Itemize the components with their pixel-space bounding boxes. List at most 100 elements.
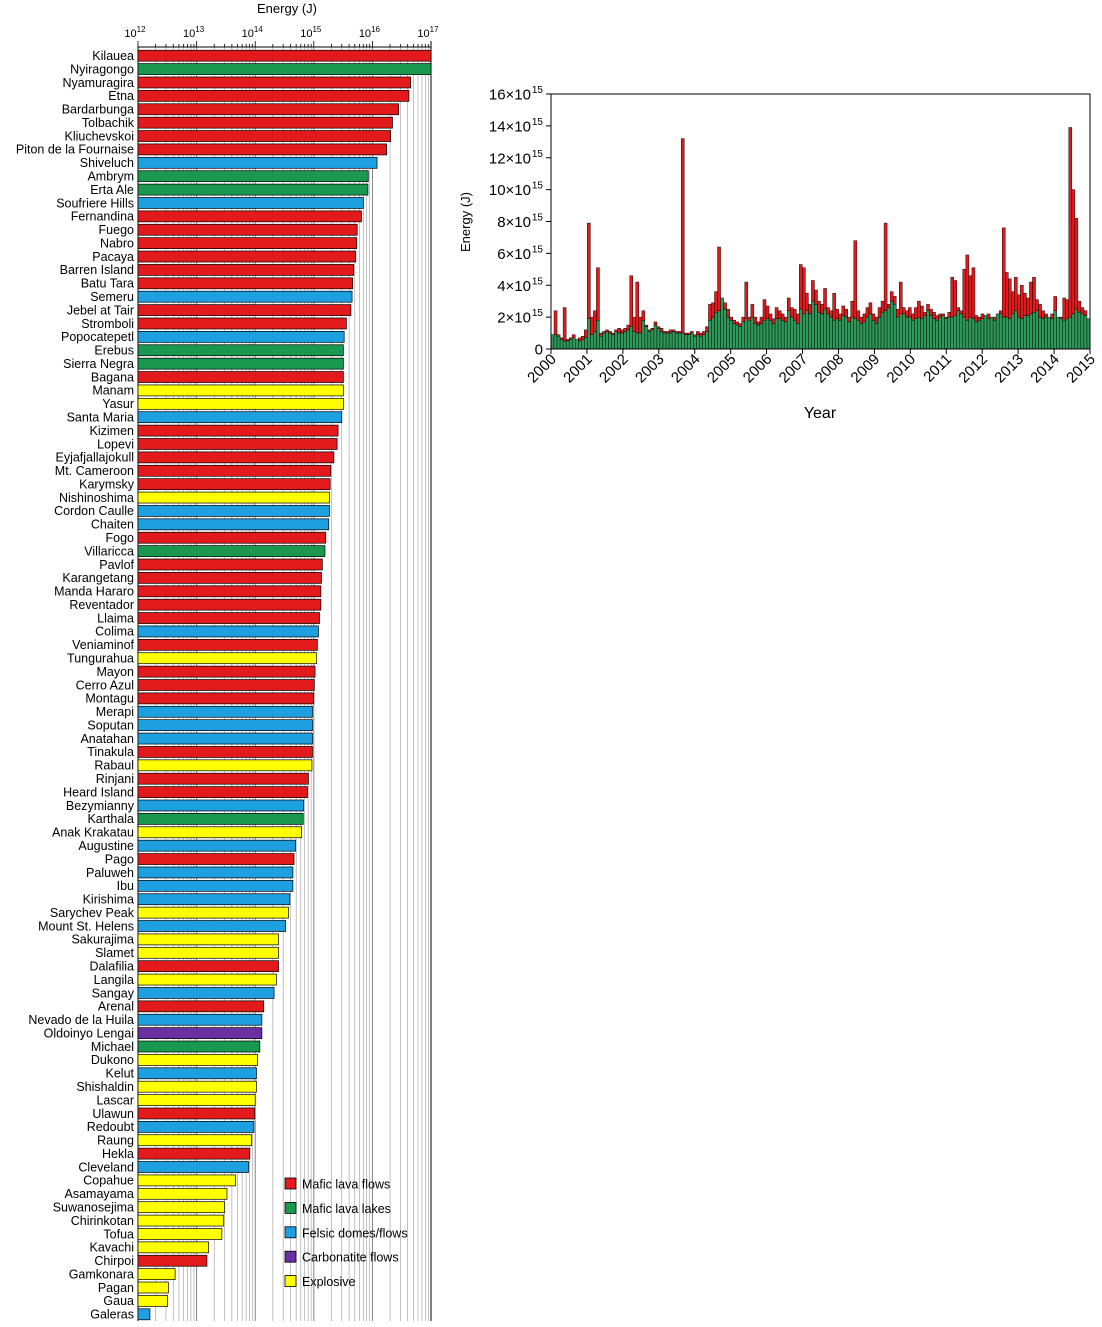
bar-top: [723, 302, 727, 310]
bar-anak-krakatau: [137, 826, 302, 839]
bar-kilauea: [137, 49, 432, 62]
bar-top: [932, 312, 936, 319]
bar-label: Michael: [91, 1040, 134, 1054]
y-tick-label: 16×10: [489, 87, 531, 104]
bar-label: Llaima: [97, 611, 134, 625]
x-tick-label: 2012: [955, 351, 991, 387]
bar-base: [1029, 313, 1033, 350]
bar-top: [808, 304, 812, 315]
bar-top: [599, 332, 603, 337]
bar-base: [1023, 315, 1027, 350]
bar-top: [1059, 316, 1063, 319]
bar-label: Anak Krakatau: [52, 826, 134, 840]
bar-label: Langila: [94, 973, 134, 987]
bar-top: [1080, 307, 1085, 315]
bar-label: Bardarbunga: [62, 103, 134, 117]
bar-label: Yasur: [102, 397, 134, 411]
bar-fernandina: [137, 210, 362, 223]
bar-label: Santa Maria: [67, 411, 134, 425]
bar-base: [599, 336, 603, 350]
bar-base: [1011, 313, 1015, 350]
x-tick-label: 2006: [740, 351, 776, 387]
bar-base: [629, 326, 633, 350]
bar-tungurahua: [137, 652, 318, 665]
bar-top: [841, 305, 845, 316]
bar-top: [677, 331, 682, 334]
bar-base: [665, 332, 670, 350]
bar-top: [835, 308, 839, 319]
bar-top: [820, 304, 824, 315]
y-tick-label: 6×10: [497, 246, 531, 263]
bar-base: [920, 318, 924, 350]
bar-top: [602, 331, 606, 334]
bar-top: [802, 267, 806, 315]
bar-base: [696, 334, 700, 350]
bar-santa-maria: [137, 411, 343, 424]
bar-base: [974, 321, 979, 350]
bar-base: [1080, 313, 1085, 350]
bar-base: [789, 316, 794, 350]
bar-top: [877, 307, 882, 318]
bar-top: [920, 305, 924, 319]
bar-base: [562, 340, 567, 350]
bar-base: [620, 332, 624, 350]
bar-top: [647, 329, 652, 332]
bar-base: [677, 332, 682, 350]
bar-soufriere-hills: [137, 197, 364, 209]
bar-base: [559, 339, 564, 350]
bar-top: [1032, 277, 1036, 313]
bar-base: [944, 318, 948, 350]
bar-label: Barren Island: [60, 263, 134, 277]
bar-base: [705, 331, 709, 350]
bar-top: [862, 313, 867, 323]
bar-base: [726, 316, 730, 350]
bar-augustine: [137, 839, 296, 852]
bar-label: Etna: [108, 89, 134, 103]
bar-base: [638, 332, 643, 350]
bar-paluweh: [137, 866, 294, 879]
bar-top: [559, 337, 564, 340]
bar-top: [1077, 300, 1082, 313]
bar-label: Kavachi: [90, 1241, 134, 1255]
bar-suwanosejima: [137, 1201, 225, 1214]
bar-top: [1029, 281, 1033, 315]
bar-base: [989, 316, 994, 350]
bar-top: [702, 331, 706, 335]
bar-top: [1020, 285, 1024, 319]
bar-cerro-azul: [137, 679, 315, 691]
bar-base: [835, 318, 839, 350]
bar-shiveluch: [137, 156, 378, 169]
bar-base: [635, 332, 640, 350]
bar-label: Chaiten: [91, 518, 134, 532]
bar-base: [690, 332, 694, 350]
bar-top: [926, 304, 930, 311]
x-tick-label: 2008: [812, 351, 848, 387]
bar-base: [759, 323, 764, 350]
bar-kliuchevskoi: [137, 130, 392, 142]
bar-base: [714, 312, 718, 350]
bar-label: Kirishima: [83, 893, 134, 907]
bar-top: [1071, 189, 1076, 315]
bar-top: [1074, 218, 1079, 310]
bar-base: [565, 340, 570, 350]
bar-label: Nyiragongo: [70, 62, 134, 76]
bar-base: [956, 310, 961, 350]
bar-base: [1071, 313, 1076, 350]
bar-label: Mayon: [96, 665, 134, 679]
bar-base: [717, 310, 721, 350]
bar-top: [1008, 278, 1012, 319]
bar-base: [614, 331, 618, 350]
x-tick-label: 1017: [417, 25, 439, 40]
bar-base: [880, 312, 885, 350]
bar-nyiragongo: [137, 63, 432, 75]
bar-top: [1068, 127, 1073, 318]
bar-top: [953, 280, 957, 316]
bar-label: Anatahan: [80, 732, 134, 746]
bar-pacaya: [137, 250, 357, 263]
bar-base: [871, 320, 876, 350]
bar-label: Montagu: [85, 692, 134, 706]
bar-base: [735, 324, 739, 350]
bar-base: [947, 316, 951, 350]
bar-rinjani: [137, 772, 309, 785]
bar-base: [653, 324, 658, 350]
